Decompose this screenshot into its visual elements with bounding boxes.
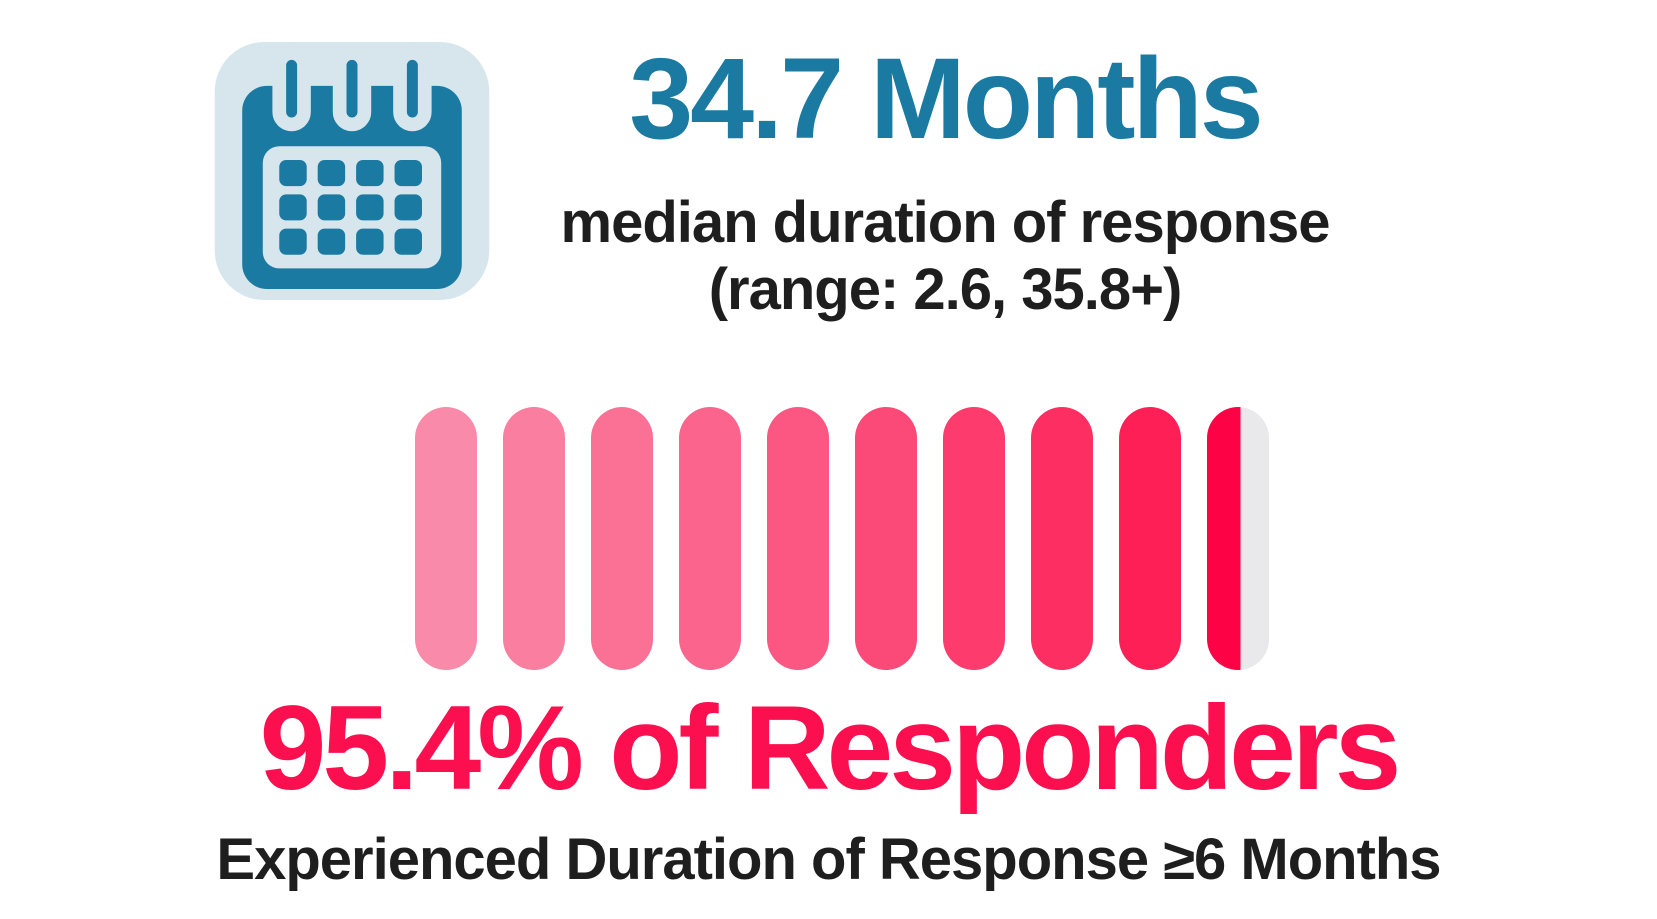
pill xyxy=(943,407,1005,670)
responders-caption: Experienced Duration of Response ≥6 Mont… xyxy=(216,827,1441,892)
subtitle-line1: median duration of response xyxy=(560,190,1331,255)
median-duration-value: 34.7 Months xyxy=(629,35,1264,163)
pill xyxy=(1119,407,1181,670)
subtitle-line2: (range: 2.6, 35.8+) xyxy=(708,257,1183,323)
header-text-block: 34.7 Months median duration of response … xyxy=(380,0,1510,324)
pill xyxy=(1207,407,1269,670)
pill xyxy=(767,407,829,670)
pill xyxy=(1031,407,1093,670)
median-duration-label: median duration of response (range: 2.6,… xyxy=(380,189,1510,324)
response-pictograph xyxy=(415,407,1269,670)
pill xyxy=(503,407,565,670)
calendar-icon xyxy=(214,42,490,300)
calendar-icon-svg xyxy=(214,42,490,300)
pill xyxy=(415,407,477,670)
pill xyxy=(855,407,917,670)
responders-percent-stat: 95.4% of Responders xyxy=(259,681,1402,815)
pill xyxy=(679,407,741,670)
pill xyxy=(591,407,653,670)
